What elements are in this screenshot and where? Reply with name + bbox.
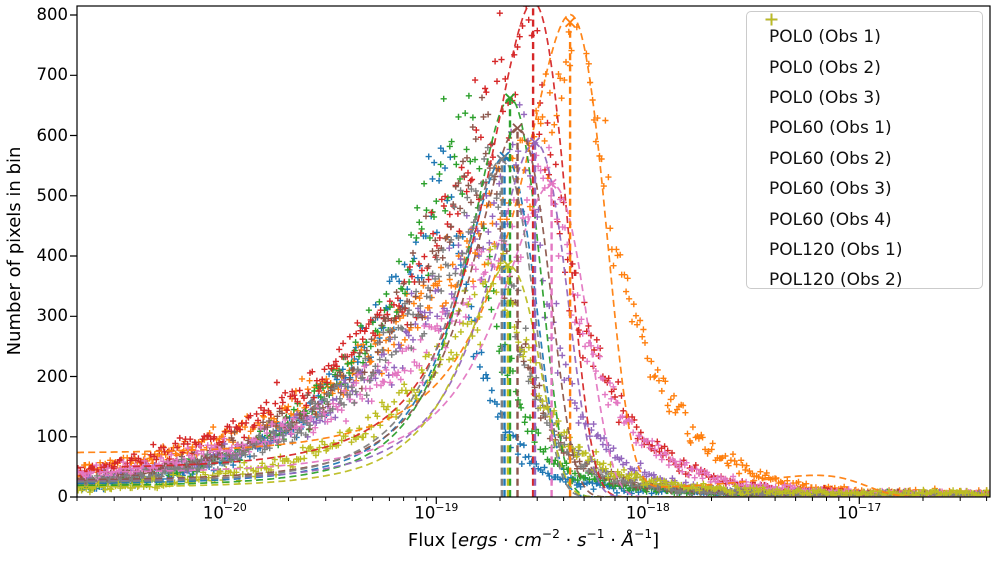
- fit-peak-x-marker: [496, 154, 507, 165]
- legend-item: POL120 (Obs 1): [747, 13, 982, 265]
- x-tick-exponent: −18: [646, 500, 670, 514]
- legend-item: POL0 (Obs 1): [747, 13, 982, 52]
- legend-item: POL0 (Obs 2): [747, 13, 982, 82]
- x-tick-exponent: −20: [223, 500, 247, 514]
- fit-curve-pol120-obs-2-: [77, 264, 990, 497]
- x-axis-label-part: ·: [559, 530, 578, 551]
- x-tick-label: 10−17: [814, 500, 904, 523]
- y-tick-label: 300: [36, 306, 69, 326]
- x-axis-label-part: −2: [541, 526, 560, 541]
- legend-item-label: POL120 (Obs 2): [769, 270, 903, 289]
- legend-item-label: POL60 (Obs 4): [769, 209, 892, 230]
- legend-item-label: POL120 (Obs 1): [769, 239, 903, 260]
- x-tick-base: 10: [202, 503, 224, 523]
- y-tick-label: 700: [36, 65, 69, 85]
- legend: POL0 (Obs 1) POL0 (Obs 2) POL0 (Obs 3) POL6…: [746, 11, 983, 289]
- x-axis-label: Flux [ergs · cm−2 · s−1 · Å−1]: [77, 526, 990, 551]
- y-tick-label: 100: [36, 426, 69, 446]
- fit-peak-x-marker: [512, 123, 523, 134]
- x-tick-exponent: −17: [858, 500, 882, 514]
- legend-item-label: POL60 (Obs 2): [769, 148, 892, 169]
- x-axis-label-part: s: [577, 530, 587, 551]
- x-axis-label-part: −1: [634, 526, 653, 541]
- fit-peak-x-marker: [528, 6, 538, 7]
- x-axis-label-part: Flux [: [407, 530, 459, 551]
- fit-curve-pol60-obs-4-: [77, 182, 990, 497]
- y-tick-label: 500: [36, 185, 69, 205]
- legend-item: POL0 (Obs 3): [747, 13, 982, 113]
- vlines-layer: [496, 6, 576, 497]
- x-tick-base: 10: [414, 503, 436, 523]
- y-tick-label: 0: [57, 487, 69, 506]
- minor-ticks: [76, 497, 988, 501]
- x-axis-label-part: ]: [652, 530, 660, 551]
- legend-item: POL60 (Obs 3): [747, 13, 982, 204]
- x-axis-label-part: ·: [604, 530, 622, 551]
- plus-marker-icon: [765, 13, 778, 26]
- y-tick-label: 400: [36, 246, 69, 266]
- major-ticks: [70, 14, 860, 504]
- x-tick-base: 10: [625, 503, 647, 523]
- y-tick-label: 200: [36, 366, 69, 386]
- legend-item-label: POL0 (Obs 3): [769, 87, 881, 108]
- legend-item: POL60 (Obs 2): [747, 13, 982, 174]
- y-tick-label: 600: [36, 125, 69, 145]
- x-axis-label-part: ·: [497, 530, 515, 551]
- axes-spines: [76, 5, 991, 498]
- fit-curve-pol60-obs-1-: [77, 6, 990, 497]
- legend-item-label: POL60 (Obs 3): [769, 179, 892, 200]
- legend-item: POL60 (Obs 1): [747, 13, 982, 143]
- legend-item-label: POL0 (Obs 2): [769, 57, 881, 78]
- fit-peak-x-marker: [502, 259, 514, 271]
- fit-curve-pol0-obs-2-: [77, 13, 990, 497]
- x-tick-label: 10−19: [391, 500, 481, 523]
- y-tick-label: 800: [36, 5, 69, 25]
- x-tick-base: 10: [837, 503, 859, 523]
- legend-item-label: POL60 (Obs 1): [769, 118, 892, 139]
- fit-peak-x-marker: [546, 178, 557, 189]
- x-tick-exponent: −19: [435, 500, 459, 514]
- fit-peak-x-marker: [504, 93, 516, 104]
- legend-item-label: POL0 (Obs 1): [769, 27, 881, 48]
- x-axis-label-part: ergs: [458, 530, 498, 551]
- x-axis-label-part: cm: [514, 530, 542, 551]
- x-tick-label: 10−18: [603, 500, 693, 523]
- x-axis-label-part: −1: [586, 526, 605, 541]
- fit-peak-x-marker: [564, 17, 576, 28]
- x-axis-label-part: Å: [621, 530, 635, 551]
- legend-item: POL60 (Obs 4): [747, 13, 982, 234]
- fit-curve-pol60-obs-3-: [77, 127, 990, 497]
- fit-peak-x-marker: [529, 137, 541, 148]
- legend-item: POL120 (Obs 2): [747, 13, 982, 289]
- x-tick-label: 10−20: [180, 500, 270, 523]
